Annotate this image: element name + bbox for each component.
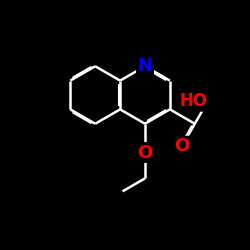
Text: N: N (138, 57, 152, 75)
Text: O: O (174, 137, 190, 155)
Text: HO: HO (180, 92, 208, 110)
Text: O: O (138, 144, 152, 162)
